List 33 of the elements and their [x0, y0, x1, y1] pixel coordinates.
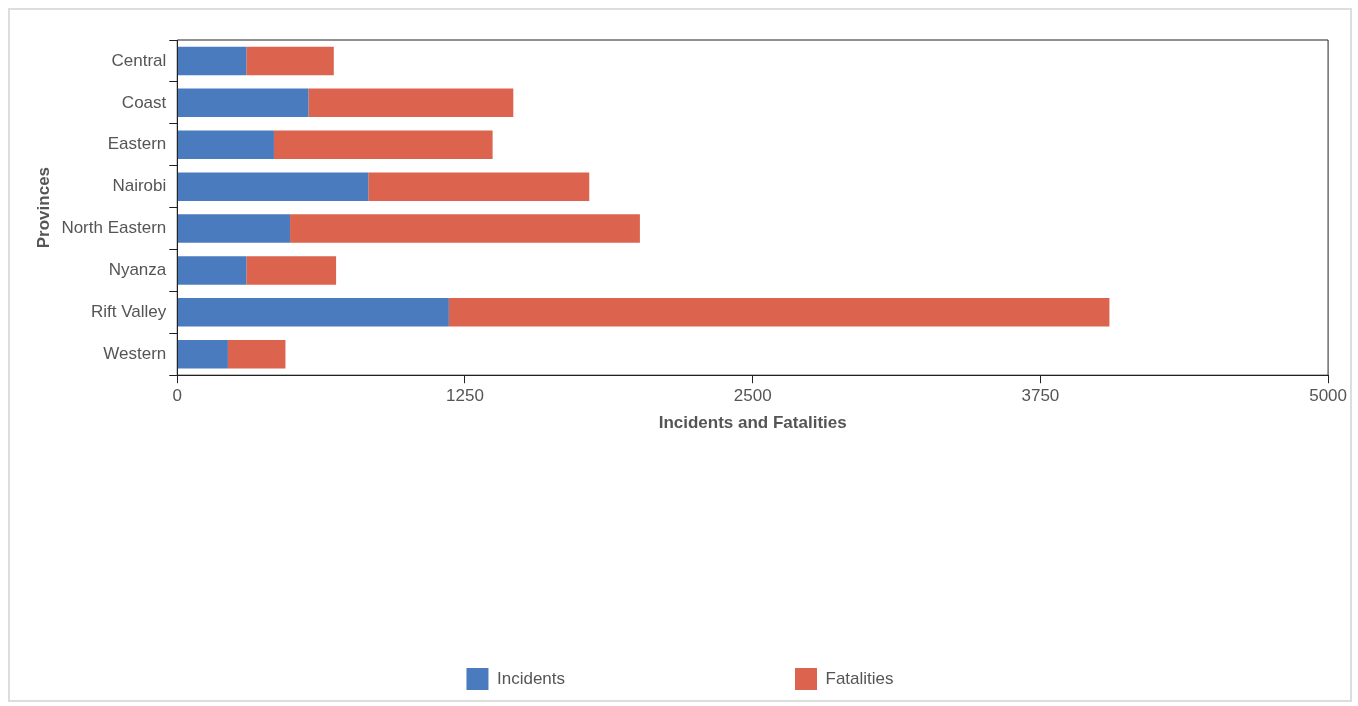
bar [246, 256, 337, 285]
y-tick-label: Eastern [107, 134, 167, 154]
y-tick-label: Rift Valley [91, 302, 167, 322]
bar [368, 172, 590, 201]
bar [177, 256, 247, 285]
bar [227, 340, 286, 369]
bar [177, 298, 449, 327]
y-tick-label: Central [111, 50, 167, 70]
bar [177, 130, 274, 159]
y-tick-label: Western [103, 343, 167, 363]
x-tick-label: 5000 [1309, 386, 1347, 406]
legend-label: Incidents [496, 668, 566, 688]
x-tick-label: 1250 [446, 386, 484, 406]
bar [177, 214, 291, 243]
bar [246, 46, 334, 76]
bar [273, 130, 493, 159]
x-axis-title: Incidents and Fatalities [658, 413, 847, 433]
bar [177, 340, 228, 369]
x-tick-label: 3750 [1021, 386, 1060, 406]
bar [177, 46, 247, 76]
y-tick-label: Nairobi [112, 176, 167, 196]
y-tick-label: North Eastern [61, 218, 167, 238]
y-tick-label: Nyanza [108, 260, 167, 280]
x-tick-label: 0 [172, 386, 183, 406]
bar [290, 214, 640, 243]
bar [177, 172, 369, 201]
y-tick-label: Coast [121, 92, 167, 112]
bar [177, 88, 309, 118]
legend-label: Fatalities [825, 668, 894, 688]
bar [308, 88, 514, 118]
y-axis-title: Provinces [33, 166, 53, 249]
bar [448, 298, 1110, 327]
x-tick-label: 2500 [733, 386, 772, 406]
